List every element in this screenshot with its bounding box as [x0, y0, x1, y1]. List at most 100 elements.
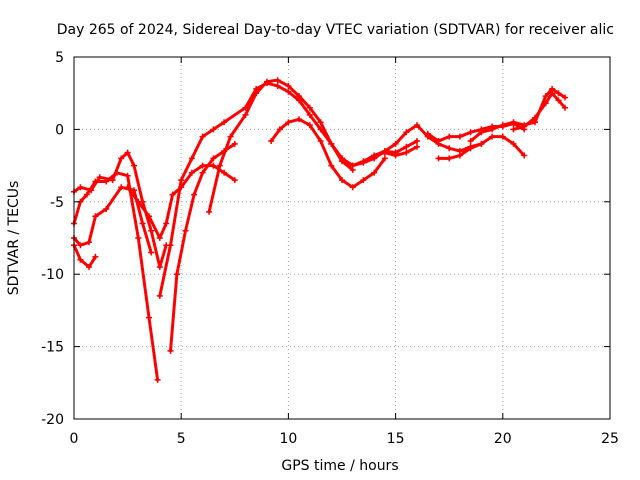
data-point: [268, 138, 275, 144]
data-point: [328, 140, 335, 147]
data-point: [555, 90, 562, 97]
data-point: [521, 152, 528, 159]
data-point: [86, 264, 92, 270]
data-point: [414, 122, 420, 129]
data-point: [296, 116, 303, 123]
data-point: [542, 93, 549, 100]
data-point: [124, 172, 131, 179]
x-tick-label: 25: [601, 431, 619, 447]
series-line-sat-b: [72, 171, 160, 382]
data-point: [210, 126, 217, 133]
data-point: [446, 133, 453, 140]
data-point: [424, 130, 431, 137]
data-point: [549, 90, 556, 97]
y-tick-label: -15: [41, 340, 64, 356]
data-point: [360, 177, 367, 184]
data-point: [285, 88, 292, 95]
data-point: [414, 143, 420, 150]
data-point: [467, 145, 474, 152]
data-point: [467, 138, 474, 144]
y-tick-label: -5: [50, 195, 64, 211]
data-point: [306, 122, 313, 129]
data-point: [148, 227, 155, 234]
data-point: [154, 376, 161, 383]
data-point: [135, 235, 142, 241]
data-point: [139, 220, 146, 227]
data-point: [92, 213, 99, 220]
data-point: [456, 152, 463, 159]
data-point: [146, 213, 152, 220]
data-point: [231, 140, 238, 147]
data-point: [221, 119, 228, 126]
data-point: [216, 162, 223, 169]
y-tick-label: 5: [55, 50, 64, 66]
data-point: [86, 239, 92, 246]
data-point: [489, 133, 496, 140]
data-point: [77, 184, 84, 191]
data-point: [169, 191, 176, 198]
data-point: [562, 104, 568, 111]
data-point: [83, 191, 90, 198]
data-point: [510, 140, 517, 147]
data-point: [317, 119, 324, 126]
data-point: [124, 149, 131, 156]
data-point: [118, 155, 125, 162]
series-line-sat-h: [207, 78, 355, 214]
data-point: [371, 152, 378, 159]
data-point: [467, 129, 474, 136]
data-point: [206, 208, 213, 215]
data-point: [532, 114, 538, 121]
data-point: [562, 94, 568, 101]
series-line-sat-e: [126, 164, 237, 240]
series-line-sat-i: [269, 117, 387, 189]
data-point: [188, 169, 195, 176]
series-line-sat-g: [158, 81, 376, 298]
data-point: [156, 264, 163, 270]
chart-title: Day 265 of 2024, Sidereal Day-to-day VTE…: [57, 22, 614, 38]
data-point: [478, 129, 485, 136]
data-point: [77, 256, 84, 263]
data-point: [131, 162, 137, 169]
data-point: [148, 249, 155, 256]
data-point: [403, 129, 410, 136]
x-tick-label: 20: [494, 431, 512, 447]
data-point: [103, 206, 110, 212]
data-point: [188, 155, 195, 162]
data-point: [163, 220, 170, 227]
data-point: [446, 145, 453, 152]
y-tick-label: 0: [55, 122, 64, 138]
data-point: [92, 253, 99, 260]
data-point: [371, 169, 378, 176]
data-point: [124, 184, 131, 191]
data-point: [317, 138, 324, 144]
data-point: [96, 174, 103, 181]
data-point: [381, 155, 388, 162]
data-point: [210, 162, 217, 169]
series-line-sat-f: [169, 142, 237, 353]
data-point: [349, 184, 356, 191]
data-point: [489, 126, 496, 133]
series-line-sat-a: [72, 151, 168, 269]
data-point: [285, 83, 292, 89]
data-point: [435, 155, 442, 162]
data-point: [478, 140, 485, 147]
data-point: [446, 155, 453, 162]
data-point: [113, 169, 120, 176]
series-line-sat-d: [72, 243, 97, 269]
data-point: [499, 133, 506, 140]
y-axis-label: SDTVAR / TECUs: [6, 181, 22, 296]
data-point: [135, 198, 142, 205]
data-point: [131, 187, 137, 194]
data-point: [253, 90, 260, 97]
data-point: [103, 178, 110, 185]
data-point: [435, 138, 442, 144]
x-tick-label: 0: [70, 431, 79, 447]
y-tick-label: -20: [41, 412, 64, 428]
data-point: [403, 149, 410, 156]
data-point: [414, 138, 420, 144]
data-point: [274, 77, 281, 84]
data-point: [191, 191, 198, 198]
data-point: [199, 133, 206, 140]
data-point: [339, 155, 345, 162]
data-point: [274, 83, 281, 89]
